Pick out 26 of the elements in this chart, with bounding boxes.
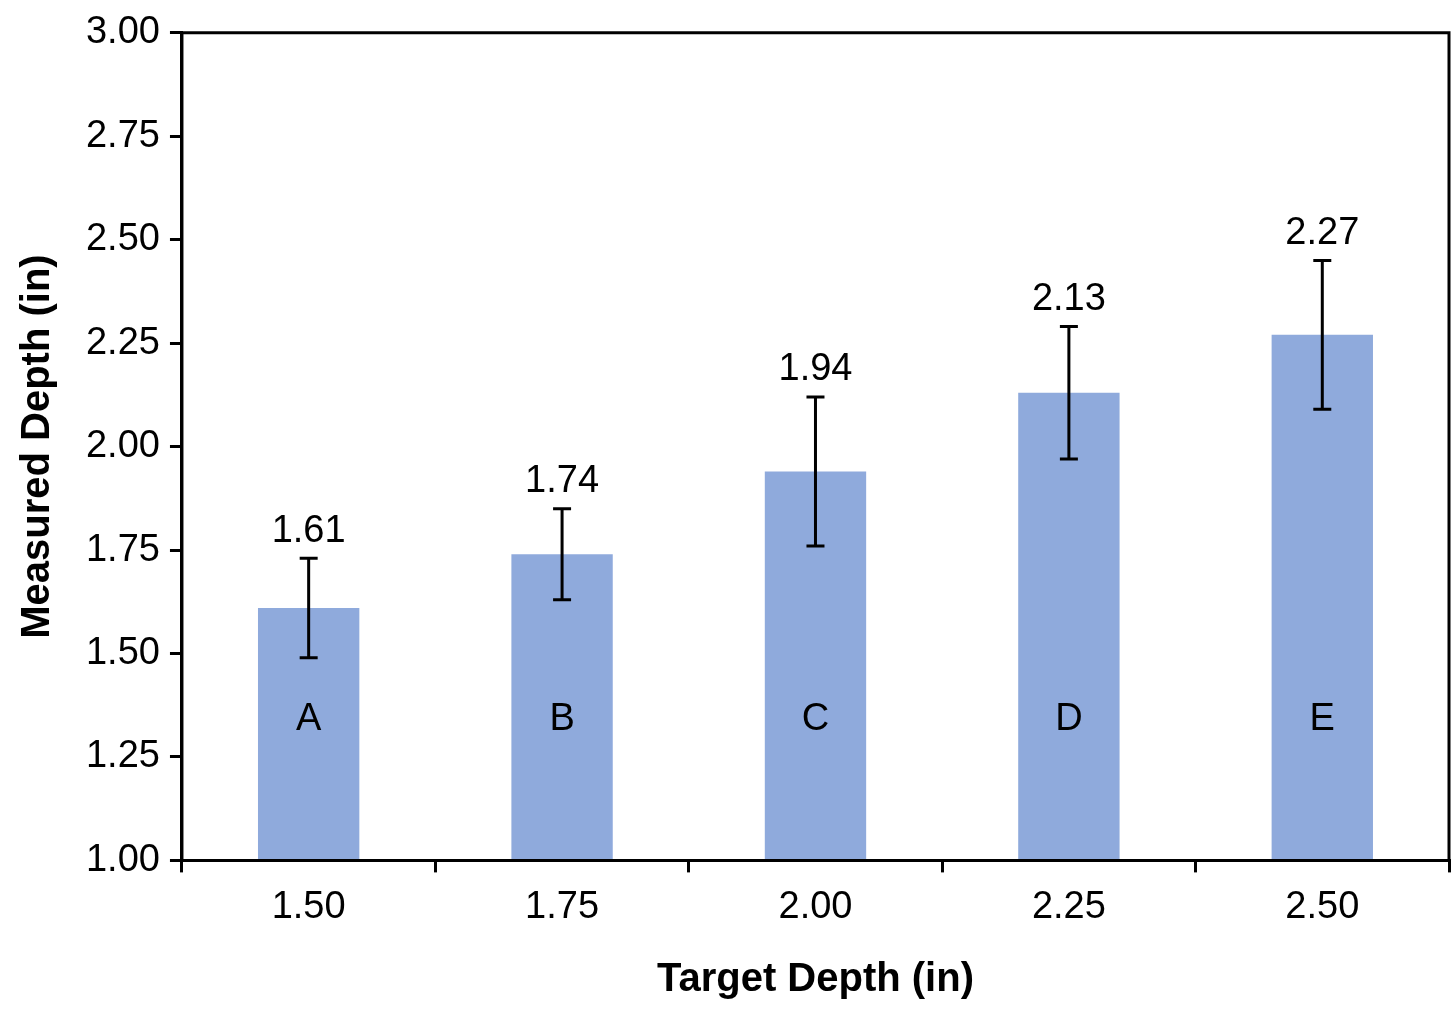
annotation: D (1055, 696, 1083, 739)
annotation: E (1309, 696, 1335, 739)
y-tick-label: 3.00 (85, 9, 160, 52)
y-tick-label: 1.50 (85, 629, 160, 672)
data-label: 2.27 (1285, 209, 1360, 252)
data-label: 1.61 (271, 507, 346, 550)
x-tick-label: 2.50 (1285, 883, 1360, 926)
data-label: 2.13 (1031, 276, 1106, 319)
data-label: 1.74 (525, 458, 600, 501)
y-tick-label: 2.25 (85, 319, 160, 362)
y-tick-label: 2.75 (85, 112, 160, 155)
annotation: C (801, 696, 830, 739)
x-tick-label: 1.50 (271, 883, 346, 926)
y-tick-label: 2.00 (85, 423, 160, 466)
x-tick-label: 2.25 (1031, 883, 1106, 926)
annotation: B (549, 696, 575, 739)
x-tick-label: 1.75 (525, 883, 600, 926)
annotation: A (295, 696, 322, 739)
y-tick-label: 1.75 (85, 526, 160, 569)
x-tick-label: 2.00 (778, 883, 853, 926)
y-tick-label: 2.50 (85, 216, 160, 259)
data-label: 1.94 (778, 346, 853, 389)
x-axis-title: Target Depth (in) (656, 955, 974, 1000)
y-tick-label: 1.00 (85, 836, 160, 879)
y-axis-title: Measured Depth (in) (13, 254, 58, 639)
y-tick-label: 1.25 (85, 733, 160, 776)
